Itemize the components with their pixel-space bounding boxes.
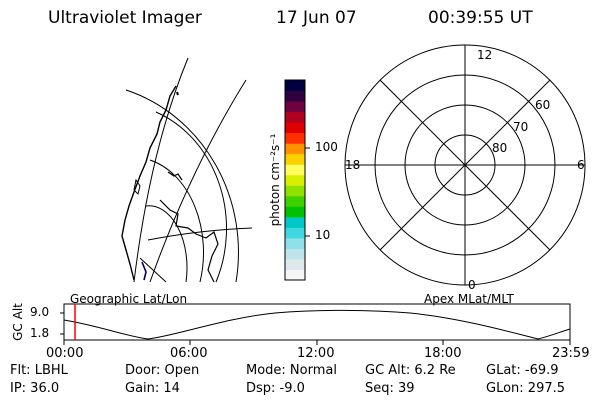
colorbar-cell	[285, 80, 305, 92]
x-tick-2359: 23:59	[552, 346, 590, 361]
colorbar-tick-100: 100	[315, 140, 338, 154]
colorbar-cell	[285, 101, 305, 113]
colorbar-cell	[285, 248, 305, 260]
colorbar-cell	[285, 122, 305, 134]
gc-alt-value: GC Alt: 6.2 Re	[365, 363, 456, 378]
colorbar	[284, 79, 310, 281]
colorbar-tick-10: 10	[315, 228, 331, 242]
dsp-value: Dsp: -9.0	[246, 381, 305, 396]
instrument-title: Ultraviolet Imager	[48, 8, 202, 28]
colorbar-cell	[285, 216, 305, 228]
colorbar-cell	[285, 227, 305, 239]
lat-label-60: 60	[535, 98, 551, 112]
colorbar-cell	[285, 206, 305, 218]
colorbar-cell	[285, 111, 305, 123]
gain-value: Gain: 14	[125, 381, 180, 396]
colorbar-cell	[285, 237, 305, 249]
x-tick-1800: 18:00	[424, 346, 462, 361]
lat-label-70: 70	[513, 120, 529, 134]
colorbar-cell	[285, 153, 305, 165]
colorbar-cell	[285, 143, 305, 155]
altitude-timeline	[60, 303, 571, 345]
flt-filter: Flt: LBHL	[10, 363, 68, 378]
x-tick-0000: 00:00	[46, 346, 84, 361]
apex-mlat-mlt-label: Apex MLat/MLT	[424, 292, 514, 306]
colorbar-cell	[285, 195, 305, 207]
geographic-latlon-label: Geographic Lat/Lon	[70, 292, 188, 306]
date-label: 17 Jun 07	[276, 8, 357, 28]
geographic-map	[121, 57, 253, 283]
gc-alt-axis-label: GC Alt	[11, 303, 25, 341]
glat-value: GLat: -69.9	[486, 363, 559, 378]
colorbar-cell	[285, 258, 305, 270]
y-tick-1-8: 1.8	[30, 326, 50, 340]
mlt-label-6: 6	[577, 158, 585, 172]
colorbar-unit-label: photon cm⁻²s⁻¹	[268, 133, 282, 227]
lat-label-80: 80	[492, 141, 508, 155]
x-tick-1200: 12:00	[297, 346, 335, 361]
ip-value: IP: 36.0	[10, 381, 60, 396]
polar-plot	[344, 44, 586, 286]
colorbar-cell	[285, 164, 305, 176]
seq-value: Seq: 39	[365, 381, 415, 396]
x-tick-0600: 06:00	[170, 346, 208, 361]
colorbar-cell	[285, 174, 305, 186]
time-label: 00:39:55 UT	[428, 8, 533, 28]
glon-value: GLon: 297.5	[486, 381, 566, 396]
colorbar-cell	[285, 90, 305, 102]
y-tick-9: 9.0	[30, 305, 50, 319]
mode-value: Mode: Normal	[246, 363, 337, 378]
mlt-label-12: 12	[477, 48, 493, 62]
door-status: Door: Open	[125, 363, 200, 378]
mlt-label-18: 18	[345, 158, 361, 172]
colorbar-cell	[285, 269, 305, 281]
colorbar-cell	[285, 132, 305, 144]
colorbar-cell	[285, 185, 305, 197]
mlt-label-0: 0	[468, 278, 476, 292]
